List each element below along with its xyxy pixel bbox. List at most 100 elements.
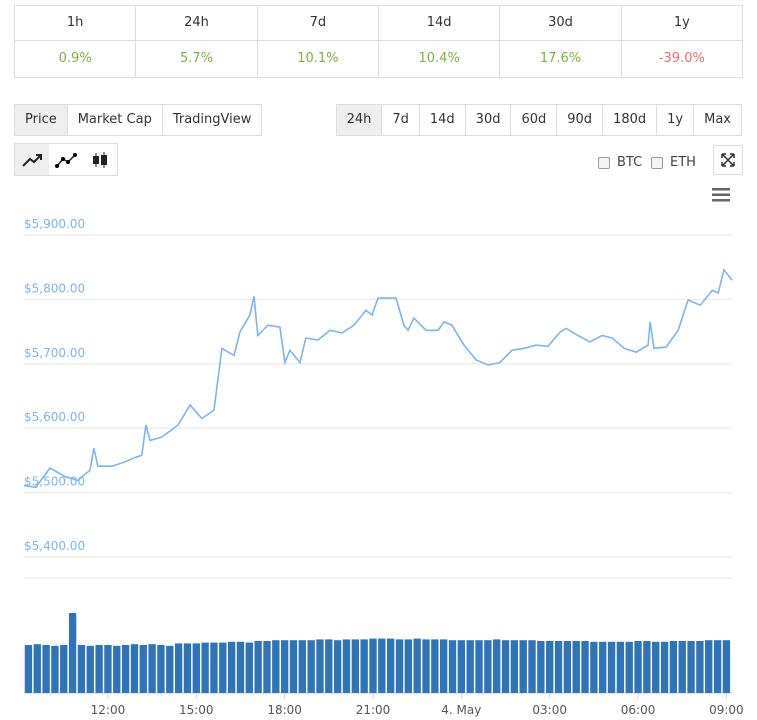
volume-bar xyxy=(298,640,306,693)
volume-bar xyxy=(342,639,351,693)
period-change: 5.7% xyxy=(136,41,258,78)
range-tab[interactable]: 7d xyxy=(381,105,419,135)
volume-bar xyxy=(289,640,298,693)
range-tab[interactable]: Max xyxy=(693,105,741,135)
volume-bar xyxy=(236,641,245,693)
volume-bar xyxy=(528,640,536,693)
range-tab[interactable]: 90d xyxy=(556,105,602,135)
period-change: -39.0% xyxy=(621,41,743,78)
volume-bar xyxy=(625,641,633,693)
period-header: 1h xyxy=(15,6,137,41)
volume-bar xyxy=(192,643,200,693)
x-tick-label: 03:00 xyxy=(532,703,567,717)
range-tab[interactable]: 30d xyxy=(464,105,511,135)
volume-bar xyxy=(696,641,704,693)
view-tab[interactable]: Market Cap xyxy=(66,105,162,135)
volume-bar xyxy=(669,641,678,693)
volume-bar xyxy=(599,641,607,693)
volume-bar xyxy=(201,642,209,693)
volume-bar xyxy=(280,640,289,693)
volume-bar xyxy=(457,640,466,693)
volume-bar xyxy=(130,644,139,693)
point-line-icon[interactable] xyxy=(49,144,83,175)
volume-bar xyxy=(42,645,50,693)
volume-bar xyxy=(546,641,554,693)
period-change: 0.9% xyxy=(15,41,137,78)
volume-bar xyxy=(572,641,580,693)
volume-bar xyxy=(351,639,359,693)
volume-bar xyxy=(113,645,121,693)
volume-bar xyxy=(360,639,368,693)
volume-bar xyxy=(448,640,457,693)
volume-bar xyxy=(166,645,174,693)
compare-label: BTC xyxy=(617,155,643,170)
volume-bar xyxy=(51,645,59,693)
price-line xyxy=(23,268,733,489)
range-tab[interactable]: 1y xyxy=(656,105,693,135)
period-header: 1y xyxy=(621,6,743,41)
volume-bar xyxy=(501,640,510,693)
volume-bar xyxy=(157,645,165,693)
y-tick-label: $5,700.00 xyxy=(24,346,85,360)
volume-bar xyxy=(378,638,386,693)
volume-bar xyxy=(660,641,669,693)
x-tick-label: 06:00 xyxy=(621,703,656,717)
period-header: 7d xyxy=(257,6,379,41)
y-tick-label: $5,600.00 xyxy=(24,410,85,424)
menu-button[interactable] xyxy=(711,187,731,203)
volume-bar xyxy=(333,640,342,693)
x-tick-label: 18:00 xyxy=(267,703,302,717)
x-tick-label: 21:00 xyxy=(356,703,391,717)
volume-bar xyxy=(466,640,474,693)
y-tick-label: $5,900.00 xyxy=(24,217,85,231)
volume-bar xyxy=(705,640,713,693)
volume-bar xyxy=(325,639,333,693)
volume-bar xyxy=(634,641,642,693)
volume-bar xyxy=(431,639,439,693)
range-tab[interactable]: 24h xyxy=(336,105,382,135)
view-tab[interactable]: Price xyxy=(15,105,67,135)
volume-bar xyxy=(183,643,192,693)
line-icon[interactable] xyxy=(15,144,49,175)
volume-bar xyxy=(77,645,86,693)
period-change: 10.1% xyxy=(257,41,379,78)
chart-type-group xyxy=(14,143,118,176)
volume-bar xyxy=(307,640,315,693)
volume-bar xyxy=(440,639,448,693)
compare-option[interactable]: BTC xyxy=(598,155,642,170)
volume-bar xyxy=(722,640,731,693)
volume-bar xyxy=(95,645,103,693)
view-tab[interactable]: TradingView xyxy=(161,105,262,135)
candle-icon[interactable] xyxy=(83,144,117,175)
volume-bar xyxy=(413,638,421,693)
compare-label: ETH xyxy=(670,155,696,170)
y-tick-label: $5,800.00 xyxy=(24,281,85,295)
range-tab[interactable]: 60d xyxy=(510,105,556,135)
x-tick-label: 09:00 xyxy=(709,703,744,717)
compare-option[interactable]: ETH xyxy=(651,155,696,170)
x-tick-label: 4. May xyxy=(441,703,481,717)
volume-bar xyxy=(616,641,625,693)
volume-bar xyxy=(272,640,280,693)
volume-bar xyxy=(537,641,545,693)
volume-bar xyxy=(148,644,156,693)
volume-bar xyxy=(68,613,77,693)
volume-bar xyxy=(475,640,483,693)
view-tabs: Price Market Cap TradingView xyxy=(14,104,263,136)
volume-bar xyxy=(395,639,404,693)
volume-bar xyxy=(139,645,147,693)
volume-bar xyxy=(24,645,33,693)
x-tick-label: 12:00 xyxy=(91,703,126,717)
volume-bar xyxy=(33,644,41,693)
volume-bar xyxy=(678,641,686,693)
volume-bar xyxy=(607,641,616,693)
volume-bar xyxy=(60,645,68,693)
expand-button[interactable] xyxy=(713,145,743,175)
range-tab[interactable]: 180d xyxy=(602,105,656,135)
volume-bar xyxy=(263,641,271,693)
volume-bar xyxy=(245,642,253,693)
range-tab[interactable]: 14d xyxy=(418,105,465,135)
volume-bar xyxy=(219,642,227,693)
